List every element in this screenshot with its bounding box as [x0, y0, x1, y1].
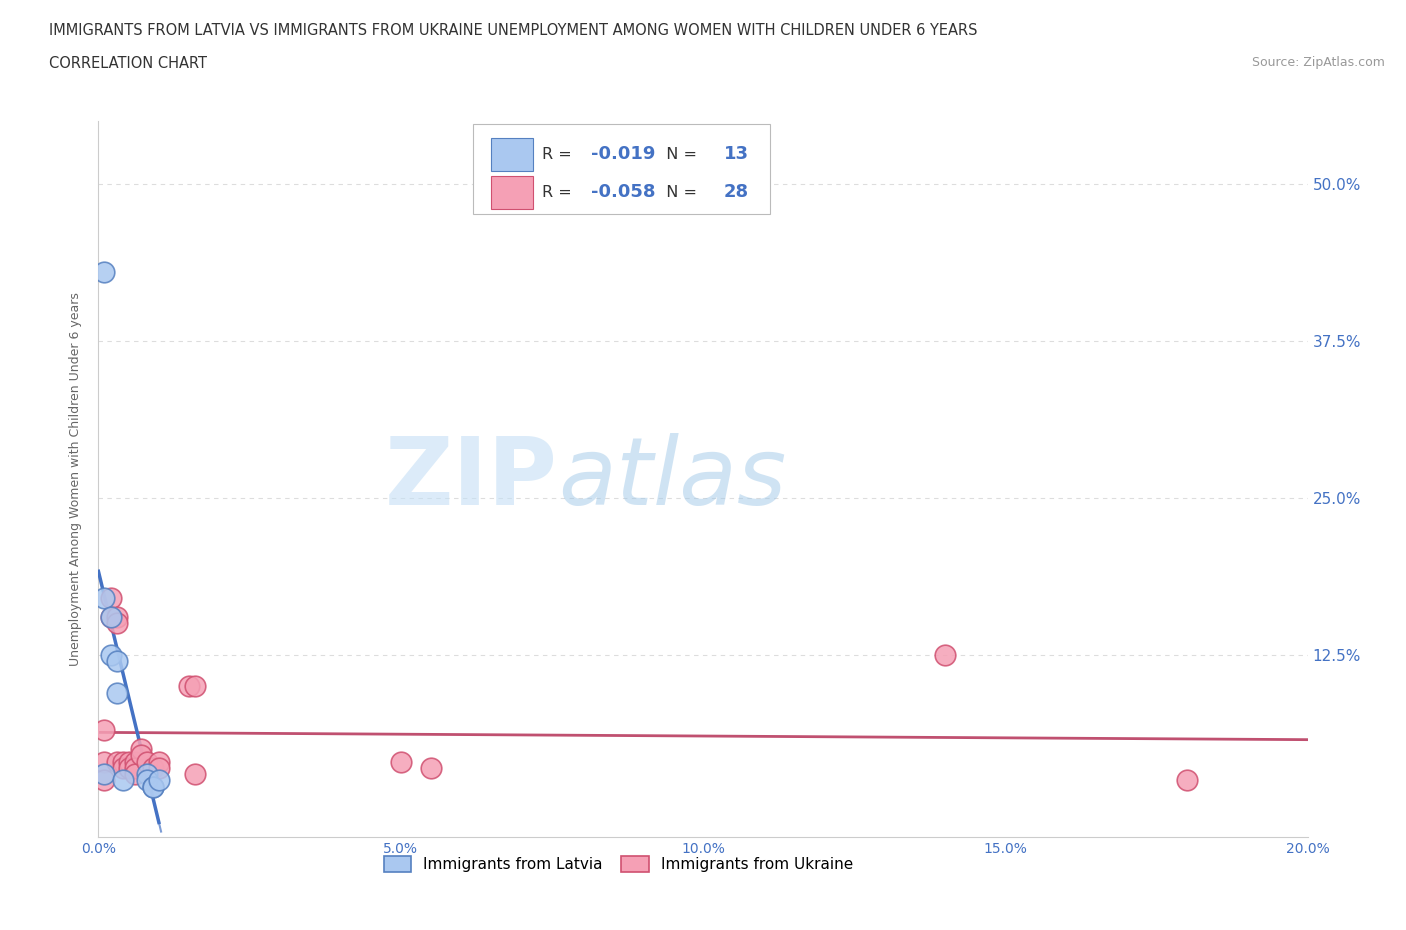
Legend: Immigrants from Latvia, Immigrants from Ukraine: Immigrants from Latvia, Immigrants from …	[375, 848, 860, 880]
Text: 28: 28	[724, 183, 748, 201]
Point	[100, 610, 122, 625]
Text: CORRELATION CHART: CORRELATION CHART	[49, 56, 207, 71]
Point	[111, 773, 134, 788]
Point	[142, 779, 165, 794]
Point	[105, 616, 128, 631]
Text: N =: N =	[655, 147, 702, 162]
Point	[184, 679, 207, 694]
Point	[100, 647, 122, 662]
Point	[148, 773, 170, 788]
Text: R =: R =	[543, 147, 576, 162]
Point	[93, 264, 115, 279]
Point	[93, 773, 115, 788]
Point	[148, 754, 170, 769]
Text: Source: ZipAtlas.com: Source: ZipAtlas.com	[1251, 56, 1385, 69]
FancyBboxPatch shape	[474, 125, 769, 214]
Point	[124, 761, 146, 776]
Point	[148, 761, 170, 776]
Point	[135, 773, 157, 788]
Text: 13: 13	[724, 145, 748, 164]
Point	[142, 779, 165, 794]
Point	[105, 654, 128, 669]
Point	[129, 748, 152, 763]
Point	[184, 766, 207, 781]
Text: R =: R =	[543, 185, 576, 200]
Point	[124, 754, 146, 769]
Point	[100, 591, 122, 605]
Point	[118, 761, 141, 776]
Text: ZIP: ZIP	[385, 433, 558, 525]
Point	[105, 610, 128, 625]
Point	[179, 679, 201, 694]
Text: -0.058: -0.058	[591, 183, 655, 201]
Point	[93, 766, 115, 781]
Text: IMMIGRANTS FROM LATVIA VS IMMIGRANTS FROM UKRAINE UNEMPLOYMENT AMONG WOMEN WITH : IMMIGRANTS FROM LATVIA VS IMMIGRANTS FRO…	[49, 23, 977, 38]
Point	[93, 723, 115, 737]
Point	[142, 761, 165, 776]
Point	[111, 754, 134, 769]
Point	[93, 754, 115, 769]
Text: atlas: atlas	[558, 433, 786, 525]
Point	[93, 591, 115, 605]
Point	[105, 685, 128, 700]
Point	[105, 754, 128, 769]
Point	[118, 754, 141, 769]
Text: -0.019: -0.019	[591, 145, 655, 164]
Point	[100, 610, 122, 625]
Point	[420, 761, 443, 776]
Point	[129, 741, 152, 756]
Point	[1175, 773, 1198, 788]
Point	[111, 761, 134, 776]
Point	[934, 647, 956, 662]
FancyBboxPatch shape	[492, 138, 533, 171]
FancyBboxPatch shape	[492, 176, 533, 208]
Point	[135, 754, 157, 769]
Point	[135, 766, 157, 781]
Y-axis label: Unemployment Among Women with Children Under 6 years: Unemployment Among Women with Children U…	[69, 292, 83, 666]
Point	[389, 754, 412, 769]
Text: N =: N =	[655, 185, 702, 200]
Point	[124, 766, 146, 781]
